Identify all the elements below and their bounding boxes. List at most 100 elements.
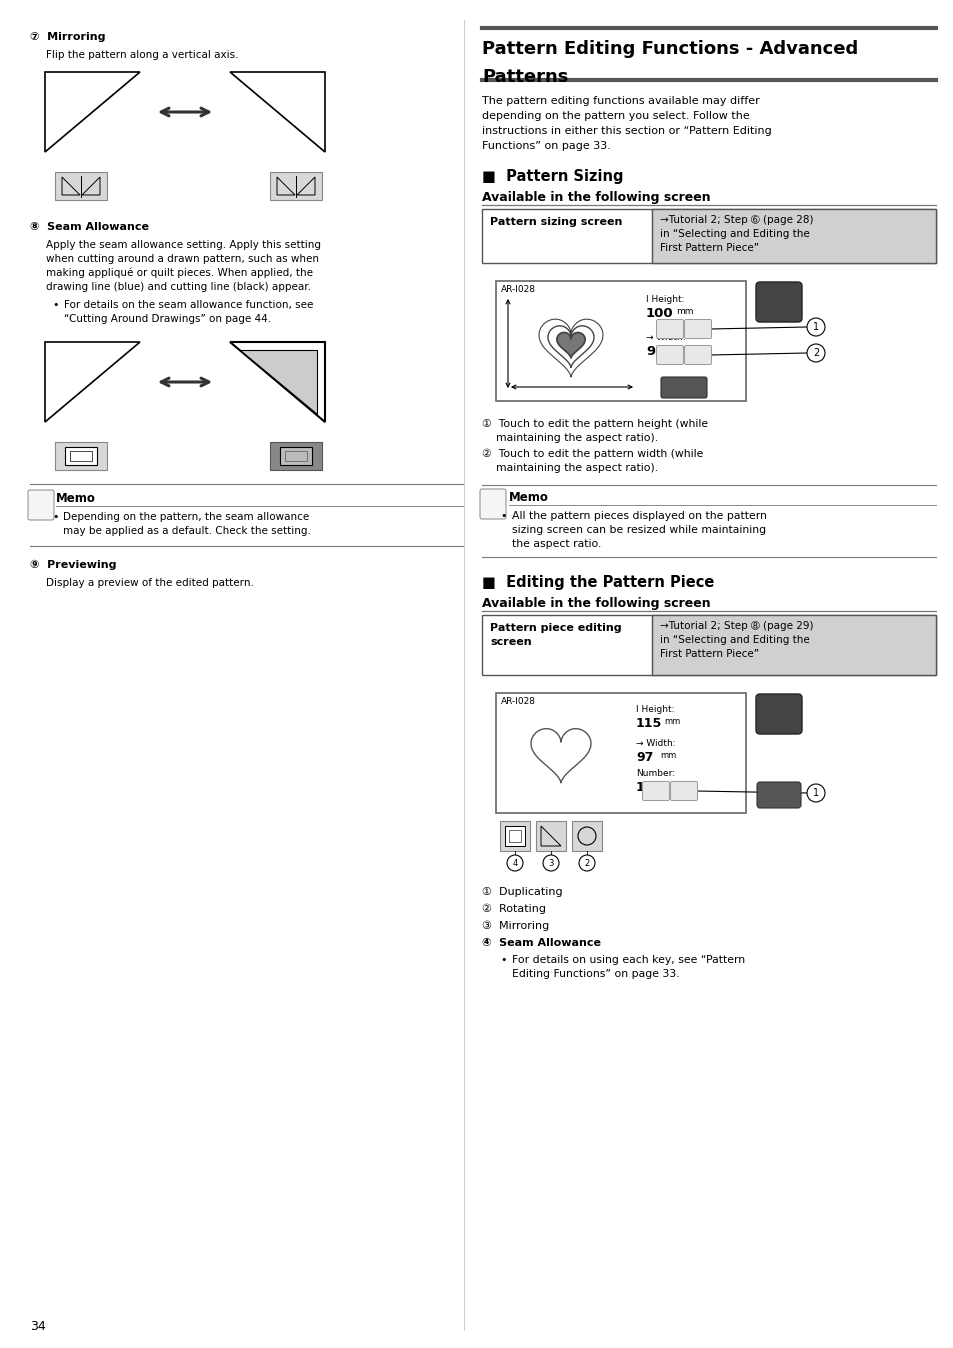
Text: +: + [693,325,702,336]
Text: in “Selecting and Editing the: in “Selecting and Editing the [659,229,809,239]
Text: For details on the seam allowance function, see: For details on the seam allowance functi… [64,301,313,310]
Circle shape [506,855,522,871]
FancyBboxPatch shape [656,345,682,364]
Text: ■  Editing the Pattern Piece: ■ Editing the Pattern Piece [481,576,714,590]
Bar [55,442,107,470]
Text: I Height:: I Height: [645,295,684,305]
Text: ⑦  Mirroring: ⑦ Mirroring [30,32,106,42]
Text: 1: 1 [812,322,819,332]
FancyBboxPatch shape [656,319,682,338]
Bar [504,826,524,847]
Text: screen: screen [490,638,531,647]
Text: Available in the following screen: Available in the following screen [481,191,710,204]
Text: OK: OK [676,384,691,394]
Text: •: • [499,511,506,520]
Text: Set: Set [768,790,788,799]
Text: 2: 2 [812,348,819,359]
Text: Patterns: Patterns [481,67,568,86]
Text: •: • [52,512,58,522]
Text: maintaining the aspect ratio).: maintaining the aspect ratio). [481,433,658,443]
Text: 2: 2 [584,859,589,868]
Bar [70,452,91,461]
Text: Display a preview of the edited pattern.: Display a preview of the edited pattern. [46,578,253,588]
FancyBboxPatch shape [755,694,801,735]
Text: ②  Touch to edit the pattern width (while: ② Touch to edit the pattern width (while [481,449,702,460]
Text: •: • [499,954,506,965]
Bar [496,693,745,813]
Text: “Cutting Around Drawings” on page 44.: “Cutting Around Drawings” on page 44. [64,314,271,324]
Text: mm: mm [669,345,687,355]
Text: 97: 97 [636,751,653,764]
Text: ①  Duplicating: ① Duplicating [481,887,562,896]
Circle shape [806,318,824,336]
Text: ①  Touch to edit the pattern height (while: ① Touch to edit the pattern height (whil… [481,419,707,429]
FancyBboxPatch shape [757,782,801,807]
Text: sizing screen can be resized while maintaining: sizing screen can be resized while maint… [512,524,765,535]
FancyBboxPatch shape [641,782,669,801]
Text: 100: 100 [645,307,673,319]
Text: ⑨  Previewing: ⑨ Previewing [30,559,116,570]
Text: ↵: ↵ [772,708,784,723]
Text: Memo: Memo [509,491,548,504]
Text: Depending on the pattern, the seam allowance: Depending on the pattern, the seam allow… [63,512,309,522]
Text: 1: 1 [812,789,819,798]
Bar [481,209,935,263]
Text: 3: 3 [548,859,553,868]
Text: Pattern Editing Functions - Advanced: Pattern Editing Functions - Advanced [481,40,858,58]
Bar [496,280,745,400]
Text: depending on the pattern you select. Follow the: depending on the pattern you select. Fol… [481,111,749,121]
Bar [270,173,322,200]
FancyBboxPatch shape [660,377,706,398]
Bar [572,821,601,851]
Text: → Width:: → Width: [645,333,685,342]
Text: →Tutorial 2; Step ➇ (page 29): →Tutorial 2; Step ➇ (page 29) [659,621,813,631]
Text: +: + [693,350,702,361]
FancyBboxPatch shape [755,282,801,322]
Polygon shape [240,350,316,414]
Text: −: − [664,350,674,361]
Circle shape [806,344,824,363]
Bar [499,821,530,851]
Circle shape [578,855,595,871]
Text: ③  Mirroring: ③ Mirroring [481,921,549,931]
Text: →Tutorial 2; Step ➅ (page 28): →Tutorial 2; Step ➅ (page 28) [659,214,813,225]
Text: •: • [52,301,58,310]
Bar [481,615,935,675]
Text: 1: 1 [636,780,644,794]
Text: ■  Pattern Sizing: ■ Pattern Sizing [481,168,623,183]
Text: ↵: ↵ [772,297,784,311]
Text: Available in the following screen: Available in the following screen [481,597,710,611]
Text: Pattern sizing screen: Pattern sizing screen [490,217,621,226]
Text: First Pattern Piece”: First Pattern Piece” [659,243,759,253]
Bar [270,442,322,470]
Circle shape [542,855,558,871]
Bar [280,448,312,465]
Text: in “Selecting and Editing the: in “Selecting and Editing the [659,635,809,644]
Text: ④  Seam Allowance: ④ Seam Allowance [481,938,600,948]
Circle shape [806,785,824,802]
FancyBboxPatch shape [684,319,711,338]
Text: −: − [664,325,674,336]
Text: ⑧  Seam Allowance: ⑧ Seam Allowance [30,222,149,232]
Text: 4: 4 [512,859,517,868]
Text: All the pattern pieces displayed on the pattern: All the pattern pieces displayed on the … [512,511,766,520]
Text: 115: 115 [636,717,661,731]
Bar [651,615,935,675]
Bar [509,830,520,842]
Text: AR-I028: AR-I028 [500,284,536,294]
Text: Editing Functions” on page 33.: Editing Functions” on page 33. [512,969,679,979]
Bar [536,821,565,851]
Text: Number:: Number: [636,768,675,778]
Bar [55,173,107,200]
Text: Pattern piece editing: Pattern piece editing [490,623,621,634]
Text: when cutting around a drawn pattern, such as when: when cutting around a drawn pattern, suc… [46,253,318,264]
FancyBboxPatch shape [684,345,711,364]
Text: maintaining the aspect ratio).: maintaining the aspect ratio). [481,462,658,473]
Text: For details on using each key, see “Pattern: For details on using each key, see “Patt… [512,954,744,965]
Polygon shape [557,333,584,359]
Text: Flip the pattern along a vertical axis.: Flip the pattern along a vertical axis. [46,50,238,61]
Text: 98: 98 [645,345,663,359]
Text: mm: mm [659,751,676,760]
FancyBboxPatch shape [28,491,54,520]
Text: +: + [679,787,688,797]
